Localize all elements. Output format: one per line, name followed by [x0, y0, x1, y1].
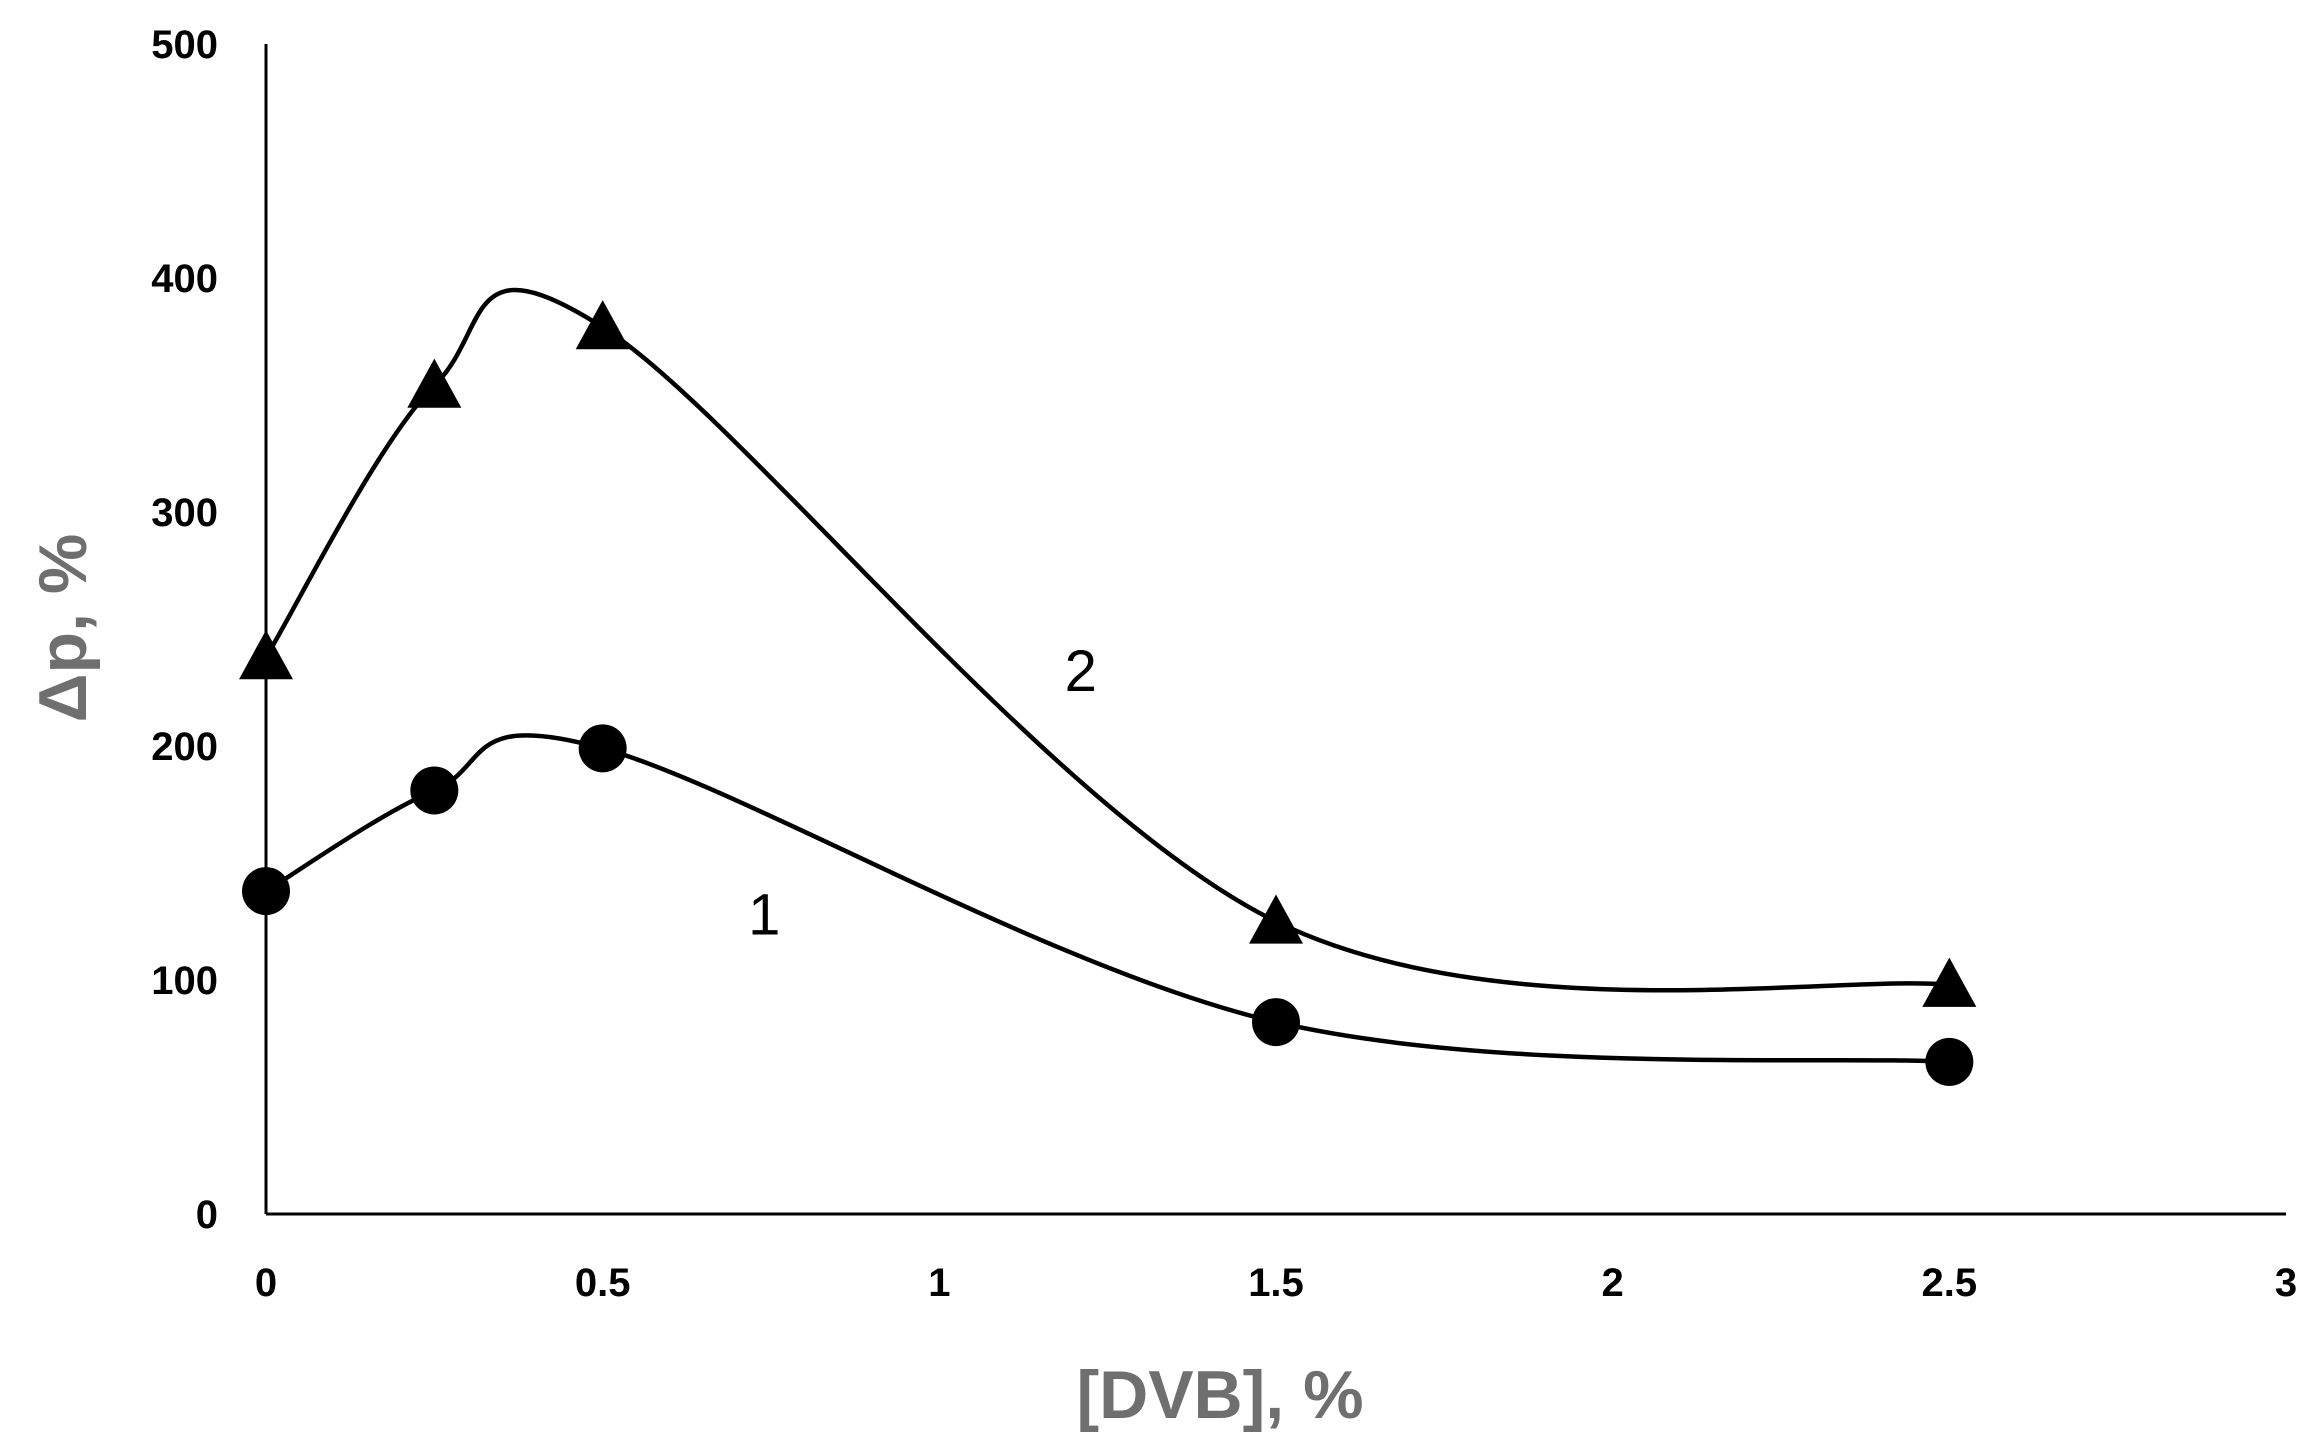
plot-area — [264, 44, 2286, 1216]
x-tick-label: 0 — [255, 1261, 277, 1305]
series-2-point — [575, 300, 630, 350]
y-tick-label: 400 — [151, 257, 218, 301]
series-1-point — [410, 766, 459, 815]
x-tick-label: 1 — [928, 1261, 950, 1305]
x-tick-label: 3 — [2275, 1261, 2297, 1305]
y-axis-title: Δp, % — [25, 534, 101, 723]
series-1-label: 1 — [748, 882, 780, 947]
series-2-point — [1922, 957, 1977, 1007]
series-2-point — [1249, 894, 1303, 944]
y-tick-labels: 0 100 200 300 400 500 — [151, 23, 218, 1237]
y-tick-label: 100 — [151, 959, 218, 1003]
x-tick-label: 0.5 — [575, 1261, 631, 1305]
series-1-point — [578, 724, 627, 773]
x-tick-label: 1.5 — [1248, 1261, 1304, 1305]
x-tick-labels: 0 0.5 1 1.5 2 2.5 3 — [255, 1261, 2297, 1305]
series-group: 12 — [239, 287, 1977, 1086]
series-2: 2 — [239, 287, 1977, 1007]
y-tick-label: 200 — [151, 725, 218, 769]
series-1-point — [242, 867, 290, 916]
y-tick-label: 500 — [151, 23, 218, 67]
y-tick-label: 0 — [196, 1193, 218, 1237]
series-1-point — [1925, 1037, 1974, 1086]
series-1-point — [1252, 998, 1300, 1047]
x-axis-title: [DVB], % — [1076, 1357, 1363, 1433]
series-2-point — [407, 358, 462, 408]
series-2-point — [239, 630, 293, 680]
x-tick-label: 2 — [1602, 1261, 1624, 1305]
series-1-line — [264, 733, 1950, 1065]
series-2-label: 2 — [1065, 639, 1097, 704]
y-tick-label: 300 — [151, 491, 218, 535]
series-2-line — [264, 287, 1950, 993]
series-1: 1 — [242, 724, 1974, 1086]
x-tick-label: 2.5 — [1922, 1261, 1978, 1305]
